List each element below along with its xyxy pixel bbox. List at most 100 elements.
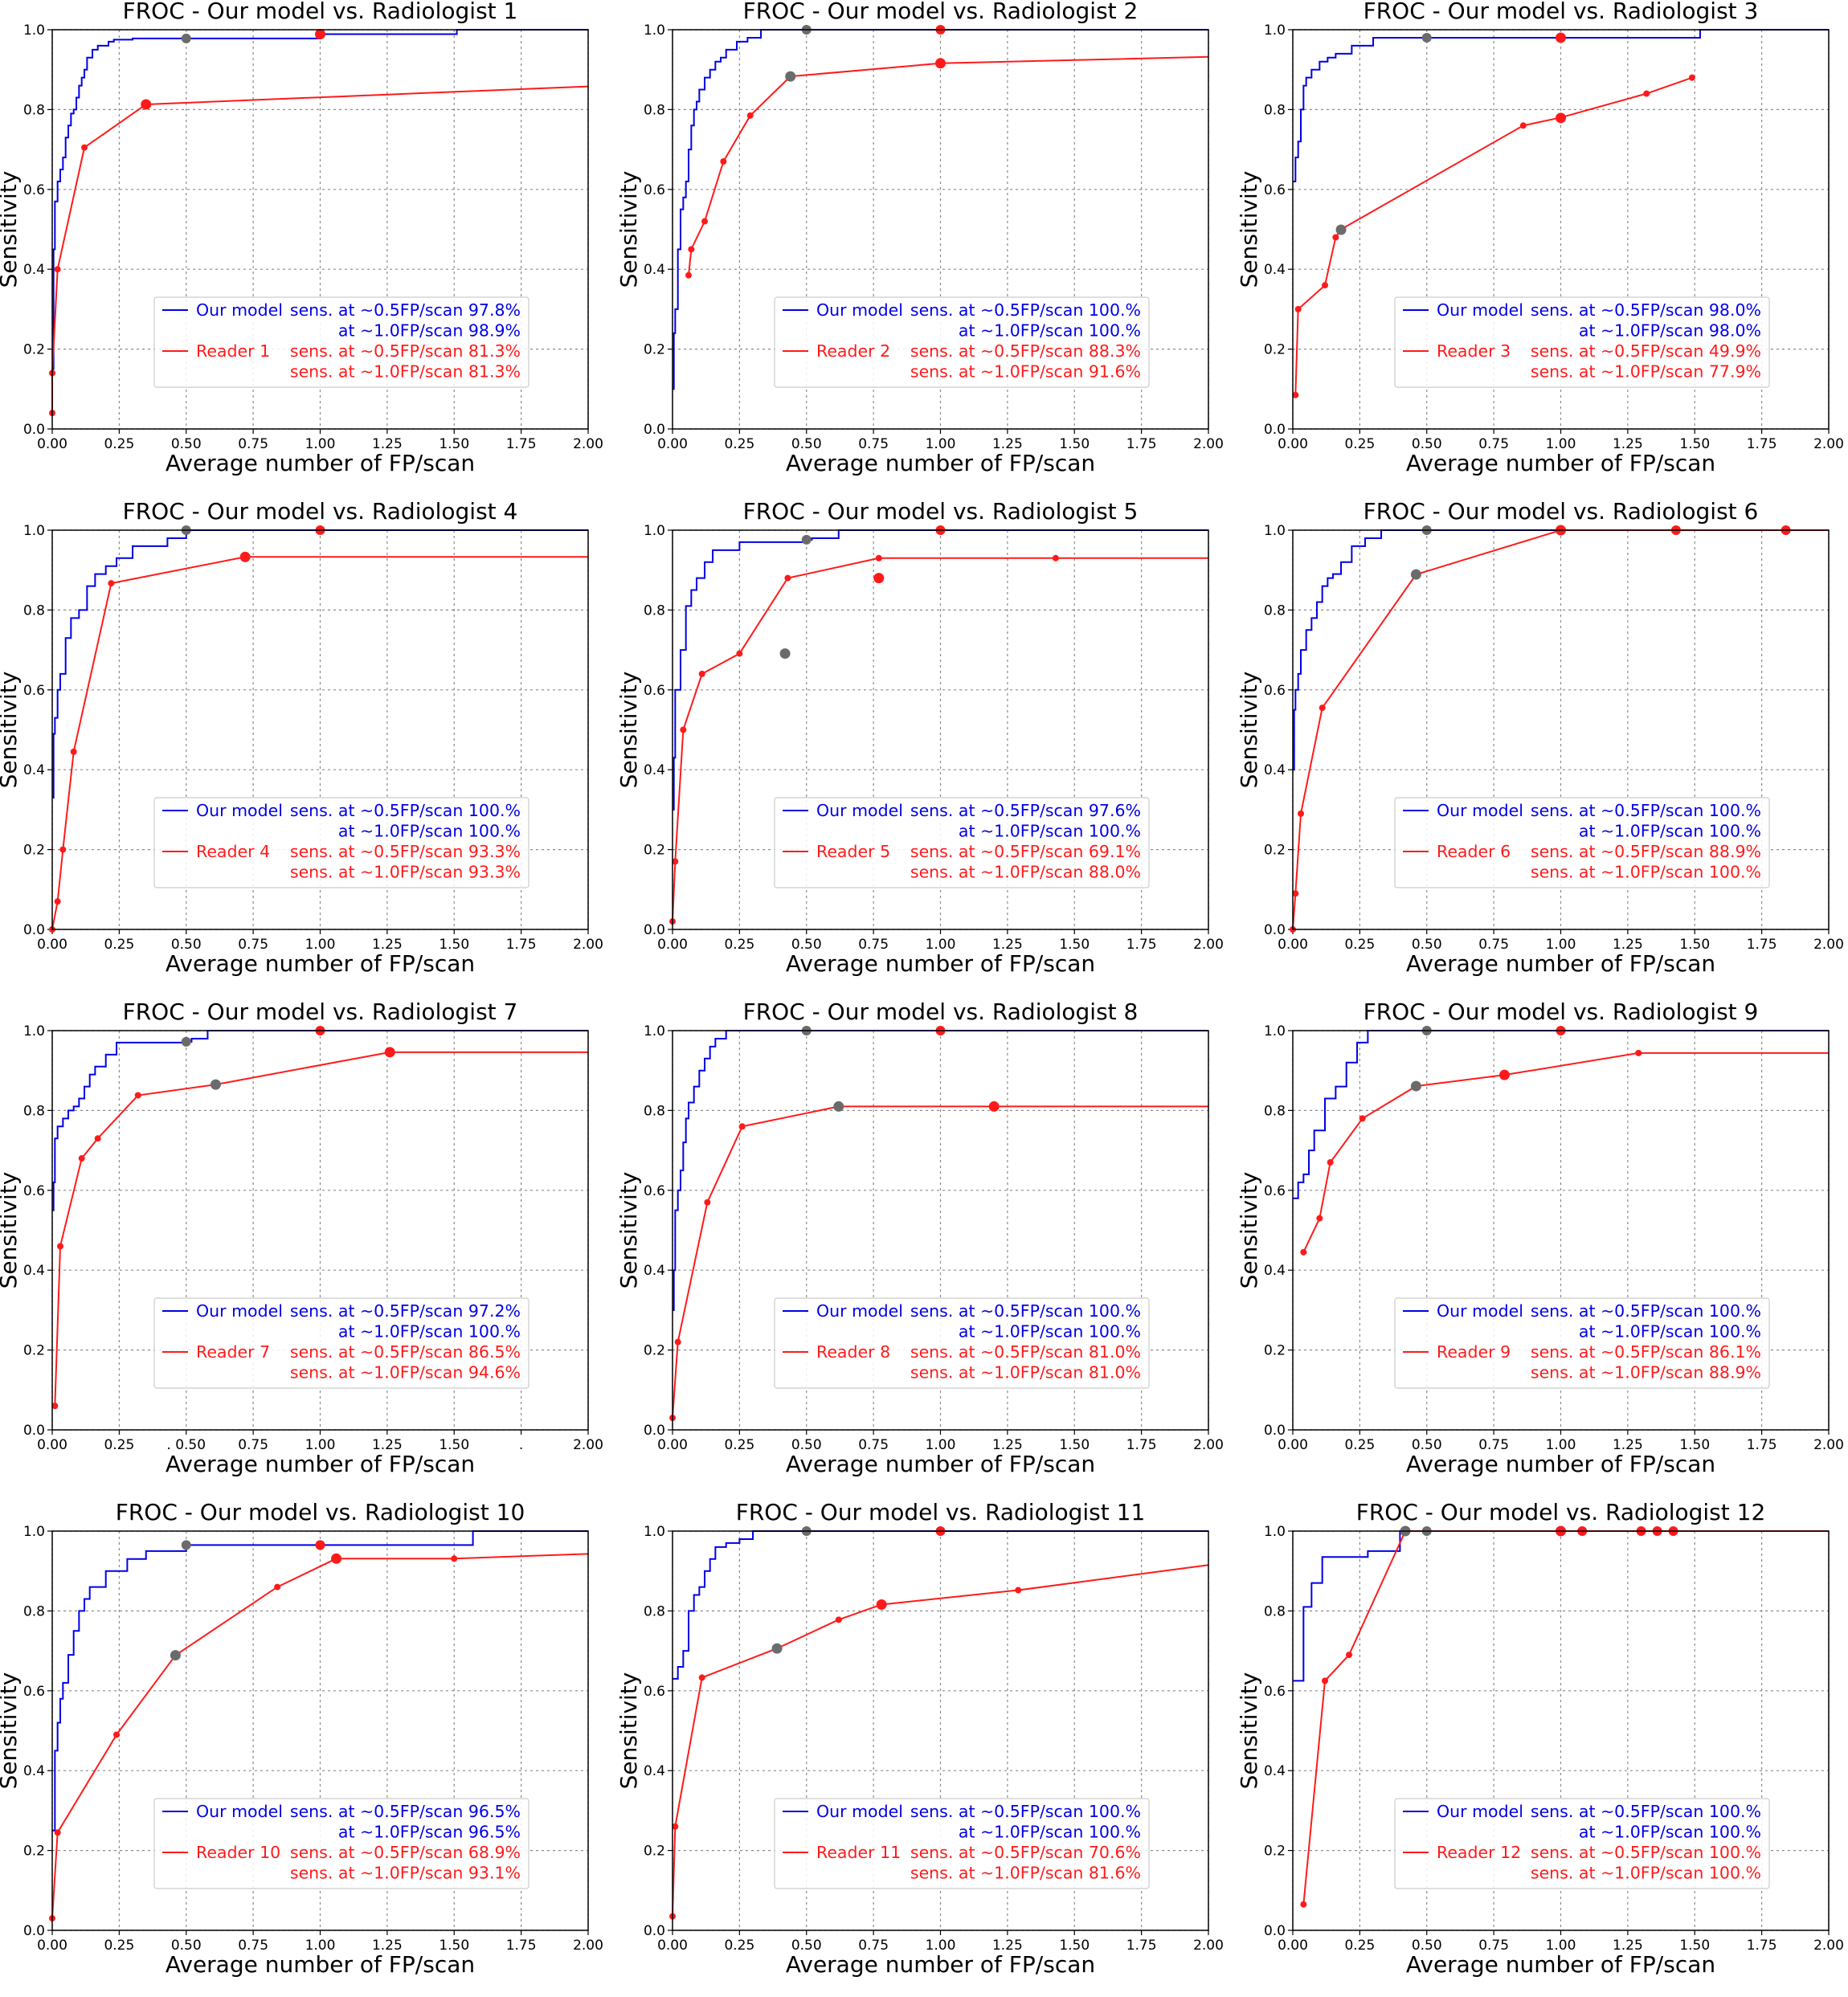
- legend-reader-line1: sens. at ~0.5FP/scan 49.9%: [1531, 341, 1761, 361]
- x-tick-label: 0.00: [657, 436, 688, 452]
- reader-point: [274, 1583, 281, 1591]
- x-tick-label: 1.00: [1546, 436, 1576, 452]
- legend-reader-line2: sens. at ~1.0FP/scan 93.1%: [290, 1864, 521, 1883]
- reader-operating-point: [210, 1079, 221, 1090]
- legend-model-line1: sens. at ~0.5FP/scan 100.%: [290, 801, 521, 820]
- reader-point: [78, 1155, 85, 1162]
- legend-reader-line2: sens. at ~1.0FP/scan 100.%: [1531, 1864, 1761, 1883]
- model-froc-curve: [673, 1530, 1208, 1680]
- x-tick-label: 0.75: [858, 1938, 889, 1954]
- y-tick-label: 1.0: [23, 1524, 45, 1540]
- y-tick-label: 0.4: [23, 262, 45, 278]
- legend-box: [774, 1297, 1150, 1389]
- x-tick-label: 0.50: [791, 937, 822, 953]
- plot-frame: [1292, 529, 1830, 930]
- x-tick-label: 2.00: [573, 436, 603, 452]
- froc-chart-svg: FROC - Our model vs. Radiologist 110.00 0…: [615, 1499, 1224, 1978]
- x-tick-label: 2.00: [573, 937, 603, 953]
- chart-title: FROC - Our model vs. Radiologist 7: [123, 998, 518, 1025]
- y-axis-label: Sensitivity: [0, 1672, 22, 1790]
- y-tick-label: 0.2: [23, 843, 45, 859]
- y-tick-label: 0.4: [23, 1263, 45, 1279]
- legend: Our model sens. at ~0.5FP/scan 100.%at ~1…: [1394, 797, 1770, 888]
- x-tick-label: 1.75: [1126, 937, 1157, 953]
- x-tick-label: 0.25: [104, 436, 134, 452]
- x-tick-label: 0.00: [657, 1938, 688, 1954]
- chart-title: FROC - Our model vs. Radiologist 1: [123, 0, 518, 24]
- y-tick-label: 0.2: [23, 1844, 45, 1860]
- froc-panel-3: FROC - Our model vs. Radiologist 3 0.00 0.…: [1236, 0, 1848, 496]
- legend-reader-name: Reader 3: [1437, 341, 1511, 361]
- x-tick-label: 0.25: [1344, 1437, 1375, 1453]
- legend-model-name: Our model: [816, 1301, 903, 1321]
- legend-reader-name: Reader 10: [196, 1843, 280, 1862]
- reader-point: [451, 1555, 458, 1562]
- y-tick-label: 0.8: [1264, 602, 1286, 619]
- x-tick-label: 0.75: [238, 937, 268, 953]
- legend: Our model sens. at ~0.5FP/scan 98.0%at ~1…: [1394, 296, 1770, 388]
- y-tick-label: 0.8: [1264, 1603, 1286, 1619]
- y-axis-label: Sensitivity: [615, 171, 642, 288]
- legend-model-name: Our model: [816, 801, 903, 820]
- legend-reader-name: Reader 4: [196, 842, 270, 861]
- y-tick-label: 0.8: [23, 1603, 45, 1619]
- model-froc-curve: [1293, 1030, 1829, 1199]
- x-tick-label: 1.00: [1546, 1938, 1576, 1954]
- chart-title: FROC - Our model vs. Radiologist 12: [1356, 1499, 1766, 1525]
- reader-point: [81, 144, 88, 151]
- legend-model-line2: at ~1.0FP/scan 100.%: [1579, 1322, 1761, 1342]
- y-tick-label: 0.4: [23, 762, 45, 778]
- reader-point: [835, 1616, 842, 1623]
- legend-model-name: Our model: [1437, 1802, 1523, 1821]
- legend: Our model sens. at ~0.5FP/scan 97.2%at ~1…: [153, 1297, 529, 1389]
- chart-title: FROC - Our model vs. Radiologist 5: [743, 498, 1139, 525]
- froc-chart-svg: FROC - Our model vs. Radiologist 12 0.00 0…: [1236, 1499, 1844, 1978]
- x-tick-label: 0.25: [724, 937, 754, 953]
- reader-operating-point: [779, 648, 791, 660]
- x-axis-label: Average number of FP/scan: [786, 950, 1095, 977]
- reader-point: [1327, 1159, 1334, 1166]
- y-tick-label: 0.2: [1264, 1343, 1286, 1359]
- x-tick-label: 1.00: [926, 1437, 956, 1453]
- legend-box: [1394, 1798, 1770, 1889]
- reader-operating-point: [873, 573, 885, 584]
- x-tick-label: 0.25: [724, 1437, 754, 1453]
- y-tick-label: 0.6: [644, 1183, 665, 1199]
- x-axis-label: Average number of FP/scan: [166, 1951, 475, 1978]
- reader-point: [1332, 234, 1339, 241]
- y-tick-label: 0.6: [1264, 1684, 1286, 1700]
- x-tick-label: 0.25: [104, 1938, 134, 1954]
- x-tick-label: 1.50: [1059, 1437, 1090, 1453]
- reader-point: [1322, 1677, 1329, 1685]
- x-tick-label: 0.50: [171, 1938, 202, 1954]
- x-tick-label: 0.00: [1278, 1938, 1308, 1954]
- legend-model-name: Our model: [1437, 300, 1523, 320]
- froc-panel-10: FROC - Our model vs. Radiologist 10 0.00 0…: [0, 1499, 615, 1997]
- legend-reader-line2: sens. at ~1.0FP/scan 93.3%: [290, 863, 521, 882]
- y-axis-label: Sensitivity: [615, 1672, 642, 1790]
- reader-point: [1322, 282, 1329, 289]
- froc-panel-9: FROC - Our model vs. Radiologist 9 0.00 0.…: [1236, 998, 1848, 1497]
- y-axis-label: Sensitivity: [615, 1172, 642, 1289]
- y-tick-label: 0.8: [644, 1103, 665, 1119]
- x-tick-label: 2.00: [1193, 1437, 1224, 1453]
- x-tick-label: 1.25: [1613, 1938, 1643, 1954]
- legend-box: [153, 296, 529, 388]
- legend: Our model sens. at ~0.5FP/scan 100.%at ~1…: [1394, 1297, 1770, 1389]
- plot-frame: [51, 1530, 589, 1931]
- plot-frame: [51, 29, 589, 430]
- legend-reader-name: Reader 11: [816, 1843, 901, 1862]
- model-froc-curve: [673, 29, 1208, 390]
- x-tick-label: 0.75: [1478, 436, 1509, 452]
- reader-point: [70, 748, 77, 755]
- y-tick-label: 0.4: [1264, 262, 1286, 278]
- reader-point: [108, 580, 115, 587]
- reader-froc-curve: [54, 1051, 588, 1407]
- x-tick-label: 0.75: [1478, 937, 1509, 953]
- x-tick-label: 0.50: [1412, 436, 1442, 452]
- legend-reader-name: Reader 7: [196, 1342, 270, 1362]
- y-tick-label: 1.0: [23, 1023, 45, 1039]
- y-tick-label: 0.4: [1264, 1763, 1286, 1779]
- x-tick-label: 0.75: [1478, 1938, 1509, 1954]
- x-tick-label: 1.50: [1679, 436, 1710, 452]
